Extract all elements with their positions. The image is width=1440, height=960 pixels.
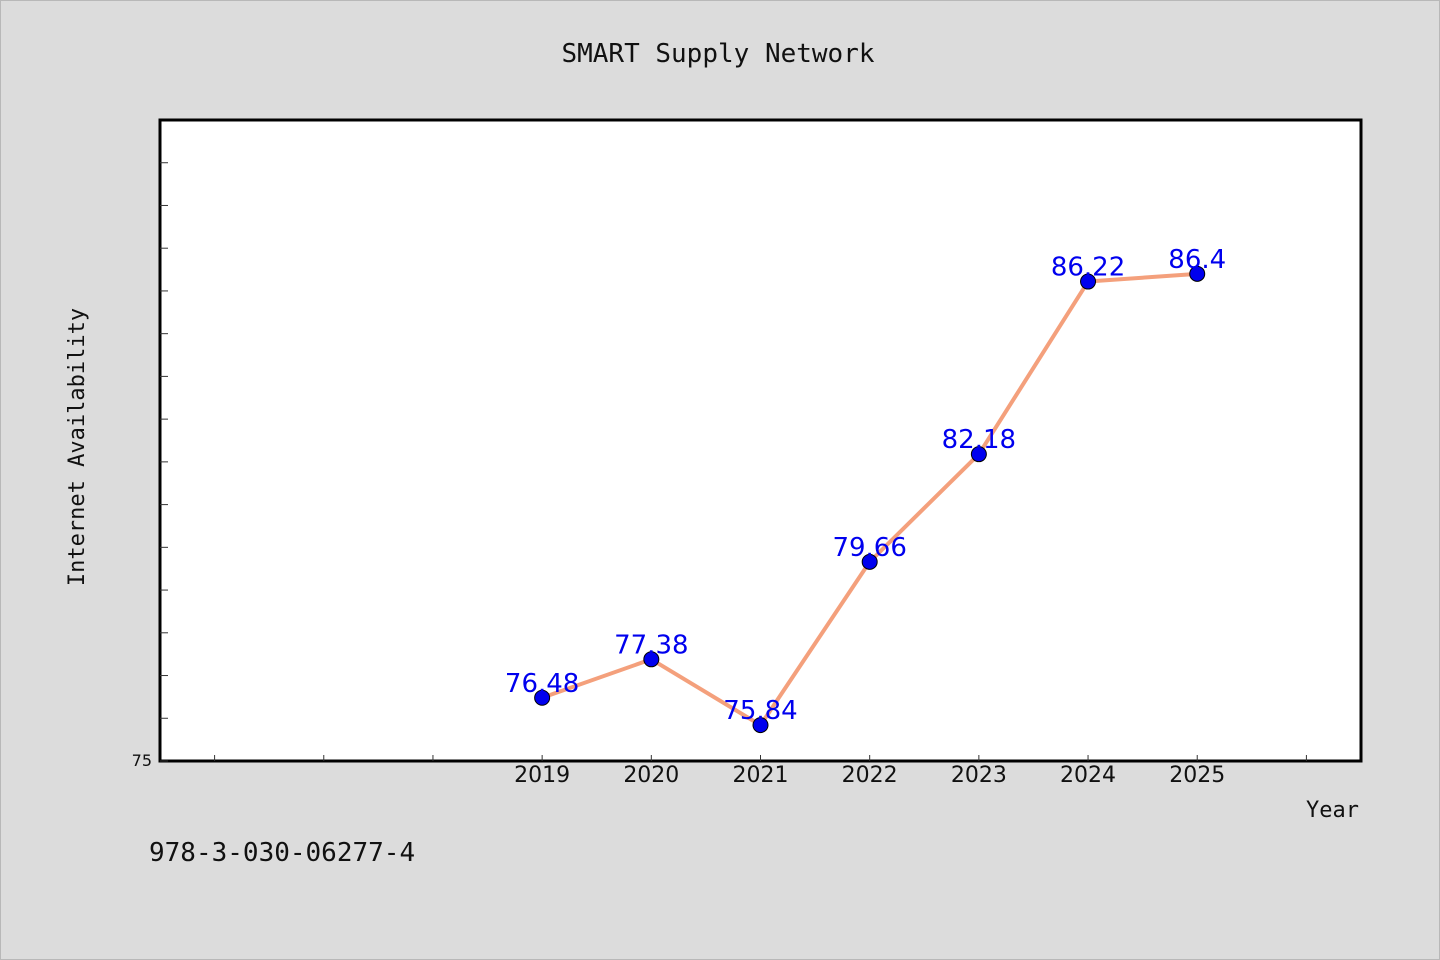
x-tick-label: 2019 [514,763,570,788]
y-tick-label: 75 [132,751,152,770]
data-point [1080,273,1097,290]
data-point [861,553,878,570]
data-label: 77.38 [614,630,688,660]
x-tick-label: 2024 [1060,763,1116,788]
data-point [970,446,987,463]
x-tick-label: 2021 [733,763,789,788]
footer-isbn: 978-3-030-06277-4 [149,838,415,868]
y-axis-label: Internet Availability [65,308,90,586]
series-internet-availability: 76.48 77.38 75.84 79.66 82.18 86.22 86.4 [505,245,1226,734]
data-point [752,717,769,734]
x-tick-label: 2020 [623,763,679,788]
data-point [1189,265,1206,282]
data-point [534,689,551,706]
x-tick-labels: 2019 2020 2021 2022 2023 2024 2025 [514,763,1225,788]
x-tick-label: 2025 [1169,763,1225,788]
x-tick-label: 2022 [842,763,898,788]
data-label: 86.4 [1168,245,1226,275]
plot-area [158,118,1363,763]
chart-title: SMART Supply Network [561,39,874,69]
x-tick-label: 2023 [951,763,1007,788]
y-axis-ticks [160,162,168,762]
data-label: 75.84 [723,696,797,726]
data-point [643,651,660,668]
data-label: 86.22 [1051,253,1125,283]
data-label: 76.48 [505,669,579,699]
x-axis-ticks [214,755,1307,761]
data-label: 82.18 [942,425,1016,455]
data-label: 79.66 [832,533,906,563]
x-axis-label: Year [1306,798,1359,823]
